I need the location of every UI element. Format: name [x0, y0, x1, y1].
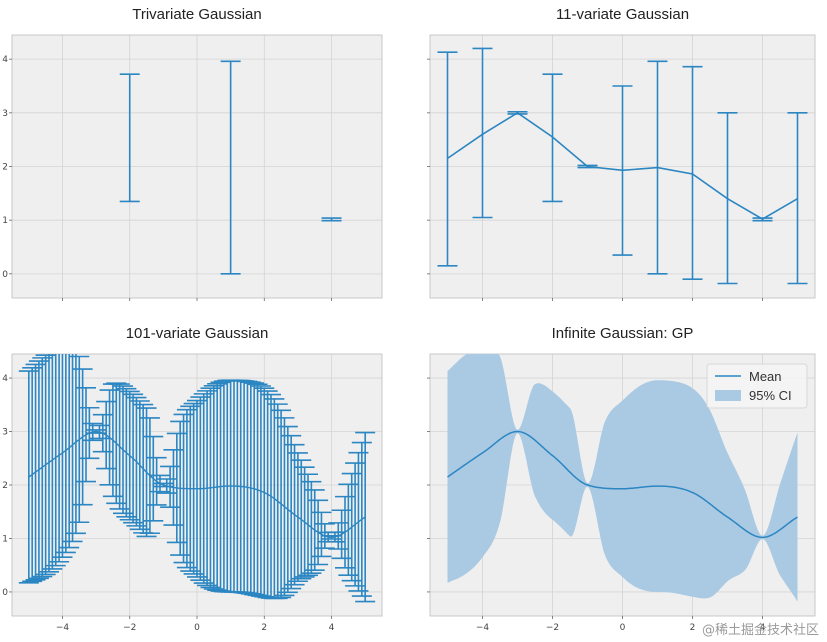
x-tick-label: −4 [56, 623, 70, 633]
legend-ci-swatch [715, 390, 741, 401]
plot-content [437, 47, 808, 285]
subplot-title: 11-variate Gaussian [556, 6, 689, 23]
legend-ci-label: 95% CI [749, 388, 792, 403]
y-tick-label: 4 [2, 55, 8, 65]
x-tick-label: 0 [194, 623, 200, 633]
mean-line [447, 430, 798, 539]
plot-content [18, 354, 376, 603]
y-tick-label: 2 [2, 481, 8, 491]
ci-band [447, 354, 798, 602]
x-tick-label: 4 [760, 623, 766, 633]
y-tick-label: 2 [2, 163, 8, 173]
subplot-title: Infinite Gaussian: GP [552, 325, 694, 342]
subplot-title: Trivariate Gaussian [132, 6, 262, 23]
plot-content [447, 354, 798, 602]
x-tick-label: 4 [329, 623, 335, 633]
y-tick-label: 3 [2, 428, 8, 438]
subplot-4: −4 −2 0 2 4 Infinite Gaussian: GP Mean 95% CI [427, 325, 816, 633]
y-tick-label: 1 [2, 216, 8, 226]
subplot-1: 0 1 2 3 4 Trivariate Gaussian [2, 6, 383, 301]
x-tick-label: −4 [476, 623, 490, 633]
y-tick-label: 1 [2, 534, 8, 544]
x-tick-label: 2 [690, 623, 696, 633]
mean-line [28, 430, 366, 539]
subplot-title: 101-variate Gaussian [126, 325, 269, 342]
y-tick-label: 3 [2, 109, 8, 119]
legend: Mean 95% CI [706, 363, 808, 409]
y-tick-label: 0 [2, 588, 8, 598]
watermark-text: @稀土掘金技术社区 [701, 623, 819, 638]
y-tick-label: 0 [2, 270, 8, 280]
x-tick-label: 2 [261, 623, 267, 633]
subplot-3: −4 −2 0 2 4 0 1 2 3 4 101-variate Gaussian [2, 325, 383, 633]
x-tick-label: −2 [123, 623, 136, 633]
x-tick-label: −2 [546, 623, 559, 633]
y-tick-label: 4 [2, 374, 8, 384]
x-tick-label: 0 [620, 623, 626, 633]
plot-content [119, 60, 342, 275]
subplot-2: 11-variate Gaussian [427, 6, 816, 301]
legend-mean-label: Mean [749, 369, 782, 384]
